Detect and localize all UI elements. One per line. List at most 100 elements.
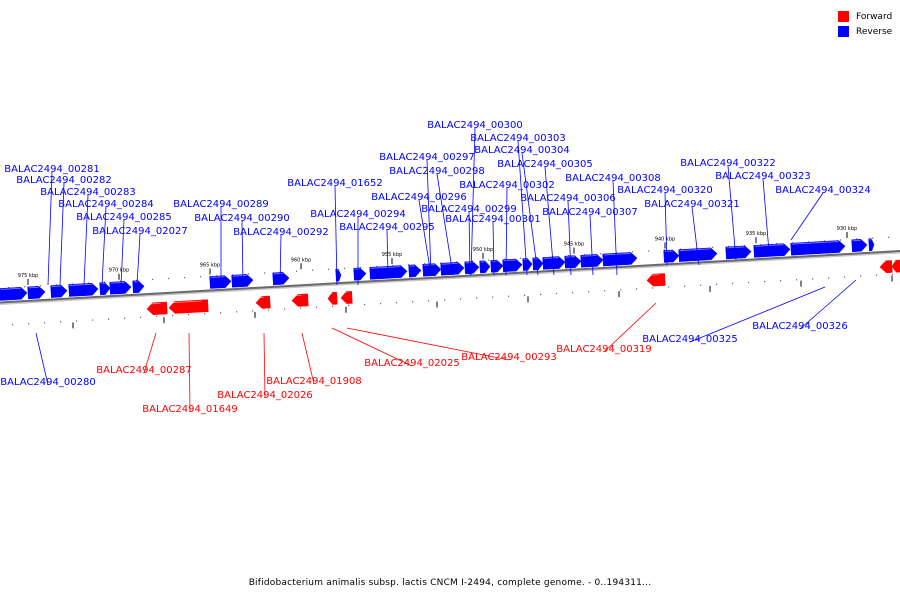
- gene-body: [209, 275, 232, 289]
- reverse-gene-label: BALAC2494_00292: [233, 227, 328, 238]
- forward-swatch: [838, 11, 849, 22]
- leader-line: [589, 214, 594, 276]
- forward-gene-arrow: [340, 291, 353, 304]
- ruler-dot: [296, 270, 298, 272]
- ruler-dot: [876, 274, 878, 276]
- backbone-shadow: [0, 250, 900, 305]
- ruler-dot: [652, 287, 654, 289]
- reverse-gene-arrow: [209, 275, 232, 289]
- leader-line: [799, 279, 857, 330]
- ruler-dot: [268, 309, 270, 311]
- ruler-dot: [300, 307, 302, 309]
- ruler-dot: [796, 279, 798, 281]
- reverse-gene-arrow: [99, 282, 111, 296]
- ruler-dot: [844, 276, 846, 278]
- leader-line: [517, 140, 528, 276]
- legend-forward: Forward: [838, 9, 892, 24]
- gene-body: [879, 260, 893, 274]
- gene-body: [0, 287, 28, 301]
- reverse-gene-label: BALAC2494_00324: [775, 185, 870, 196]
- ruler-dot: [76, 320, 78, 322]
- ruler-dot: [728, 245, 730, 248]
- tick-label: 965 kbp: [200, 262, 220, 268]
- ruler-dot: [492, 296, 494, 298]
- reverse-gene-arrow: [408, 264, 422, 278]
- ruler-dot: [424, 263, 426, 265]
- gene-body: [790, 240, 846, 256]
- reverse-gene-label: BALAC2494_00297: [379, 152, 474, 163]
- gene-body: [564, 255, 582, 269]
- backbone-line: [0, 250, 900, 304]
- ruler-dot: [28, 323, 30, 325]
- forward-gene-arrow: [168, 299, 209, 314]
- reverse-gene-arrow: [490, 259, 504, 273]
- ruler-dot: [792, 242, 794, 244]
- ruler-dot: [252, 310, 254, 312]
- gene-body: [868, 238, 875, 252]
- reverse-gene-label: BALAC2494_00289: [173, 199, 268, 210]
- gene-highlight: [726, 246, 745, 249]
- ruler-dot: [632, 251, 634, 253]
- gene-highlight: [273, 272, 283, 275]
- ruler-dot: [60, 321, 62, 323]
- gene-body: [532, 257, 544, 271]
- reverse-gene-label: BALAC2494_01652: [287, 178, 382, 189]
- ruler-dot: [744, 244, 746, 247]
- tick-label: 970 kbp: [109, 268, 129, 274]
- ruler-dot: [456, 261, 458, 263]
- reverse-gene-label: BALAC2494_00326: [752, 321, 847, 332]
- ruler-dot: [328, 268, 330, 270]
- reverse-gene-arrow: [353, 267, 367, 281]
- ruler-dot: [680, 248, 682, 250]
- reverse-gene-label: BALAC2494_00323: [715, 171, 810, 182]
- leader-line: [521, 152, 539, 276]
- forward-gene-label: BALAC2494_01649: [142, 404, 237, 415]
- leader-line: [762, 178, 770, 253]
- reverse-gene-label: BALAC2494_00301: [445, 214, 540, 225]
- forward-gene-label: BALAC2494_00287: [96, 365, 191, 376]
- ruler-dot: [120, 280, 122, 282]
- legend-reverse-label: Reverse: [856, 26, 893, 37]
- ruler-dot: [104, 281, 106, 283]
- gene-body: [68, 282, 99, 297]
- forward-gene-label: BALAC2494_00319: [556, 344, 651, 355]
- forward-gene-arrow: [146, 301, 168, 315]
- gene-body: [146, 301, 168, 315]
- ruler-dot: [172, 314, 174, 317]
- leader-line: [47, 171, 53, 286]
- reverse-gene-label: BALAC2494_00284: [58, 199, 153, 210]
- leader-line: [603, 302, 657, 353]
- leader-line: [436, 173, 454, 276]
- gene-highlight: [28, 286, 39, 289]
- forward-gene-arrow: [879, 260, 893, 274]
- tick-label: 945 kbp: [564, 242, 584, 248]
- reverse-gene-label: BALAC2494_00300: [427, 120, 522, 131]
- reverse-gene-label: BALAC2494_00304: [474, 145, 569, 156]
- reverse-gene-label: BALAC2494_00305: [497, 159, 592, 170]
- ruler-dot: [860, 275, 862, 277]
- leader-line: [241, 220, 244, 286]
- ruler-dot: [504, 258, 506, 260]
- reverse-gene-arrow: [231, 274, 254, 288]
- gene-body: [479, 260, 491, 274]
- ruler-dot: [12, 324, 14, 326]
- ruler-dot: [776, 243, 778, 245]
- ruler-dot: [332, 305, 334, 307]
- ruler-dot: [396, 302, 398, 304]
- leader-line: [567, 200, 572, 276]
- leader-line: [386, 229, 389, 276]
- ruler-dot: [872, 237, 874, 239]
- leader-line: [544, 166, 555, 276]
- gene-body: [231, 274, 254, 288]
- reverse-gene-arrow: [369, 265, 408, 280]
- gene-highlight: [543, 257, 559, 259]
- forward-gene-arrow: [291, 293, 309, 307]
- reverse-gene-label: BALAC2494_00320: [617, 185, 712, 196]
- gene-highlight: [679, 248, 711, 252]
- ruler-dot: [248, 273, 250, 275]
- reverse-gene-arrow: [725, 245, 752, 260]
- ruler-dot: [888, 236, 890, 238]
- reverse-gene-arrow: [564, 255, 582, 269]
- reverse-gene-arrow: [479, 260, 491, 274]
- gene-highlight: [754, 244, 784, 247]
